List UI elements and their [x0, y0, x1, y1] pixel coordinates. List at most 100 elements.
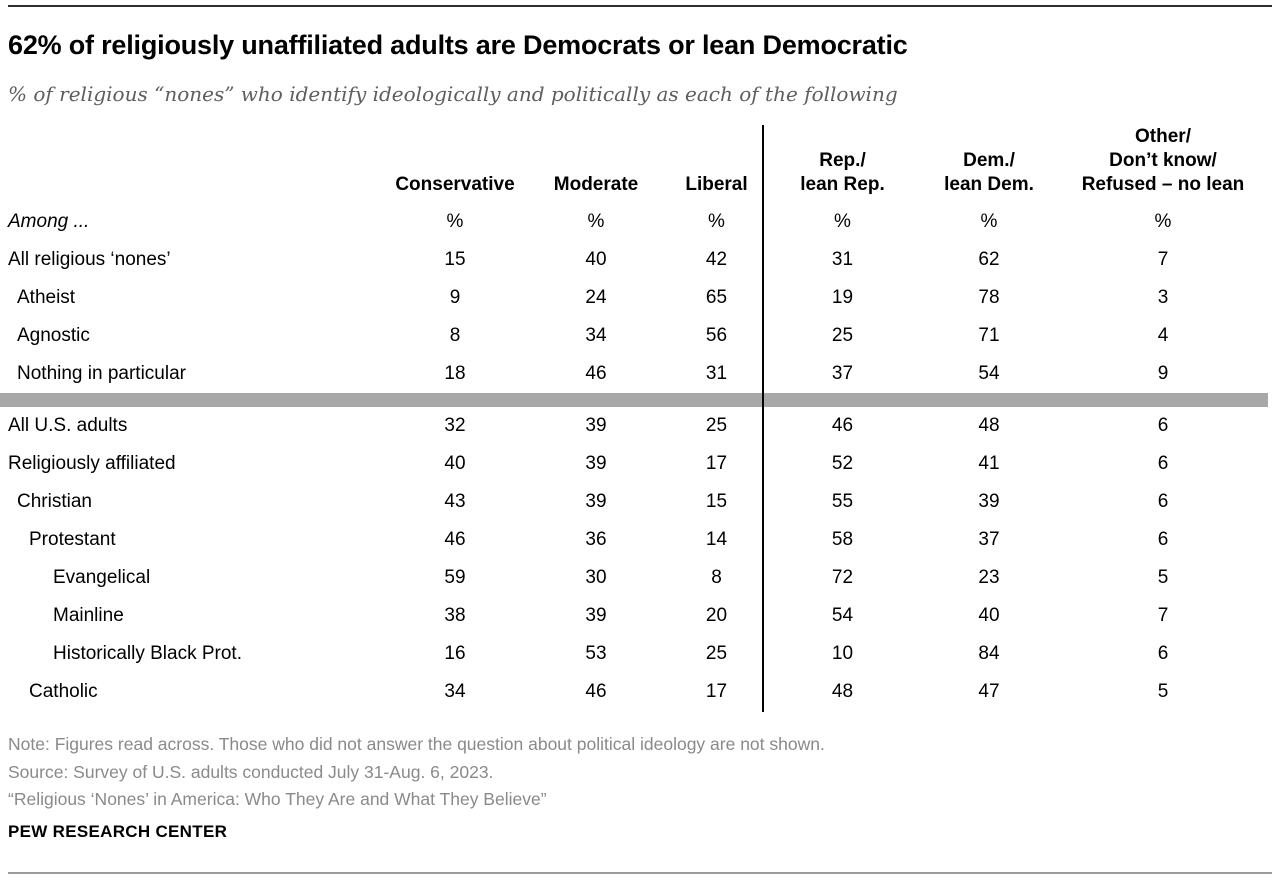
column-header-dem-lean-dem: Dem./ lean Dem.: [922, 125, 1056, 205]
unit-symbol: %: [834, 211, 851, 232]
value-cell: 39: [585, 605, 607, 626]
table-row: Nothing in particular 18 46 31 37 54 9: [0, 355, 1270, 393]
figure-title: 62% of religiously unaffiliated adults a…: [8, 30, 908, 60]
value-cell: 9: [449, 287, 461, 308]
value-cell: 25: [705, 643, 728, 664]
footer-notes: Note: Figures read across. Those who did…: [8, 731, 825, 814]
value-cell: 25: [831, 325, 854, 346]
value-cell: 47: [978, 681, 1000, 702]
value-cell: 48: [831, 681, 854, 702]
value-cell: 7: [1157, 605, 1169, 626]
value-cell: 6: [1157, 415, 1169, 436]
value-cell: 43: [444, 491, 466, 512]
value-cell: 5: [1157, 567, 1169, 588]
value-cell: 37: [831, 363, 854, 384]
value-cell: 18: [444, 363, 466, 384]
table-row: All U.S. adults 32 39 25 46 48 6: [0, 407, 1270, 445]
value-cell: 15: [705, 491, 728, 512]
row-label: All U.S. adults: [8, 415, 128, 436]
value-cell: 38: [444, 605, 466, 626]
value-cell: 40: [444, 453, 466, 474]
unit-symbol: %: [980, 211, 998, 232]
column-header-rep-lean-rep: Rep./ lean Rep.: [763, 125, 922, 205]
row-label: All religious ‘nones’: [8, 249, 171, 270]
value-cell: 58: [831, 529, 854, 550]
section-separator-bar: [0, 393, 1268, 407]
unit-symbol: %: [446, 211, 464, 232]
value-cell: 19: [831, 287, 854, 308]
value-cell: 39: [585, 415, 607, 436]
row-label: Christian: [17, 491, 92, 512]
among-label: Among ...: [8, 211, 90, 232]
top-rule: [8, 5, 1272, 7]
report-title-line: “Religious ‘Nones’ in America: Who They …: [8, 789, 547, 809]
value-cell: 6: [1157, 643, 1169, 664]
value-cell: 48: [978, 415, 1000, 436]
value-cell: 16: [444, 643, 466, 664]
row-label: Protestant: [29, 529, 116, 550]
column-header-label: lean Rep.: [800, 173, 885, 195]
value-cell: 32: [444, 415, 466, 436]
value-cell: 4: [1157, 325, 1169, 346]
column-header-liberal: Liberal: [670, 125, 763, 205]
table-row: Evangelical 59 30 8 72 23 5: [0, 559, 1270, 597]
column-header-conservative: Conservative: [388, 125, 522, 205]
column-header-label: Don’t know/: [1109, 149, 1217, 171]
table-row: Religiously affiliated 40 39 17 52 41 6: [0, 445, 1270, 483]
column-header-label: lean Dem.: [944, 173, 1034, 195]
value-cell: 39: [585, 453, 607, 474]
value-cell: 9: [1157, 363, 1169, 384]
value-cell: 42: [705, 249, 728, 270]
value-cell: 40: [978, 605, 1000, 626]
value-cell: 46: [585, 681, 607, 702]
value-cell: 23: [978, 567, 1000, 588]
unit-symbol: %: [587, 211, 605, 232]
value-cell: 15: [444, 249, 466, 270]
column-header-label: Other/: [1135, 126, 1191, 147]
table-row: Catholic 34 46 17 48 47 5: [0, 673, 1270, 711]
column-header-label: Conservative: [395, 173, 515, 195]
value-cell: 46: [444, 529, 466, 550]
value-cell: 84: [978, 643, 1000, 664]
value-cell: 40: [585, 249, 607, 270]
column-header-label: Liberal: [685, 173, 748, 195]
value-cell: 7: [1157, 249, 1169, 270]
row-label: Agnostic: [17, 325, 90, 346]
value-cell: 39: [585, 491, 607, 512]
value-cell: 24: [585, 287, 607, 308]
value-cell: 6: [1157, 491, 1169, 512]
table-row: Christian 43 39 15 55 39 6: [0, 483, 1270, 521]
note-line: Note: Figures read across. Those who did…: [8, 734, 825, 754]
table-body: All religious ‘nones’ 15 40 42 31 62 7 Atheist 9…: [0, 241, 1270, 711]
column-header-other-dk-refused: Other/ Don’t know/ Refused – no lean: [1056, 125, 1270, 205]
value-cell: 46: [831, 415, 854, 436]
column-header-row: Conservative Moderate Liberal Rep./ lean…: [0, 125, 1270, 203]
value-cell: 39: [978, 491, 1000, 512]
table-row: Agnostic 8 34 56 25 71 4: [0, 317, 1270, 355]
value-cell: 30: [585, 567, 607, 588]
row-label: Nothing in particular: [17, 363, 186, 384]
value-cell: 59: [444, 567, 466, 588]
value-cell: 20: [705, 605, 728, 626]
bottom-rule: [8, 872, 1272, 874]
value-cell: 52: [831, 453, 854, 474]
value-cell: 14: [705, 529, 728, 550]
value-cell: 55: [831, 491, 854, 512]
value-cell: 62: [978, 249, 1000, 270]
value-cell: 5: [1157, 681, 1169, 702]
value-cell: 78: [978, 287, 1000, 308]
row-label: Historically Black Prot.: [53, 643, 242, 664]
row-label: Mainline: [53, 605, 124, 626]
figure-subtitle: % of religious “nones” who identify ideo…: [8, 82, 898, 106]
column-header-label: Refused – no lean: [1081, 173, 1245, 195]
value-cell: 34: [585, 325, 607, 346]
value-cell: 8: [449, 325, 461, 346]
table-row: All religious ‘nones’ 15 40 42 31 62 7: [0, 241, 1270, 279]
value-cell: 3: [1157, 287, 1169, 308]
value-cell: 34: [444, 681, 466, 702]
header-spacer: [0, 125, 388, 205]
value-cell: 31: [831, 249, 854, 270]
table-row: Historically Black Prot. 16 53 25 10 84 6: [0, 635, 1270, 673]
row-label: Evangelical: [53, 567, 151, 588]
